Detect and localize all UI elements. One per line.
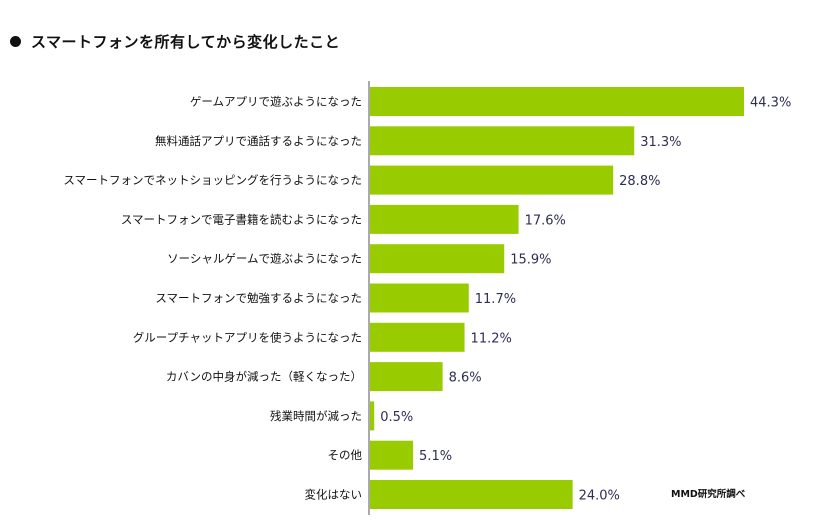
value-label: 8.6% bbox=[449, 371, 482, 386]
bar bbox=[370, 126, 635, 156]
category-label: ソーシャルゲームで遊ぶようになった bbox=[167, 252, 362, 266]
category-label: スマートフォンでネットショッピングを行うようになった bbox=[63, 173, 362, 187]
value-label: 17.6% bbox=[525, 213, 566, 228]
chart-title: スマートフォンを所有してから変化したこと bbox=[10, 30, 340, 52]
category-label: 変化はない bbox=[305, 488, 363, 502]
category-label: 無料通話アプリで通話するようになった bbox=[155, 134, 362, 148]
bar bbox=[370, 204, 519, 234]
value-label: 5.1% bbox=[419, 449, 452, 464]
value-label: 11.2% bbox=[471, 331, 512, 346]
bar bbox=[370, 401, 375, 431]
bar bbox=[370, 244, 505, 274]
value-label: 24.0% bbox=[579, 489, 620, 504]
source-note: MMD研究所調べ bbox=[671, 489, 746, 500]
value-label: 28.8% bbox=[619, 174, 660, 189]
bar bbox=[370, 322, 465, 352]
value-label: 15.9% bbox=[510, 253, 551, 268]
category-label: その他 bbox=[328, 448, 363, 462]
category-label: グループチャットアプリを使うようになった bbox=[133, 330, 362, 344]
value-label: 31.3% bbox=[640, 135, 681, 150]
category-label: カバンの中身が減った（軽くなった） bbox=[166, 370, 362, 384]
bar bbox=[370, 283, 469, 313]
value-label: 44.3% bbox=[750, 96, 791, 111]
category-label: 残業時間が減った bbox=[270, 409, 362, 423]
category-label: スマートフォンで電子書籍を読むようになった bbox=[121, 212, 362, 226]
category-label: スマートフォンで勉強するようになった bbox=[155, 291, 362, 305]
bar bbox=[370, 165, 614, 195]
bar bbox=[370, 87, 744, 116]
bar bbox=[370, 362, 443, 392]
value-label: 0.5% bbox=[380, 410, 413, 425]
value-label: 11.7% bbox=[475, 292, 516, 307]
title-bullet-icon bbox=[10, 35, 21, 47]
category-label: ゲームアプリで遊ぶようになった bbox=[190, 95, 362, 109]
bar bbox=[370, 440, 414, 470]
page-title: スマートフォンを所有してから変化したこと bbox=[31, 32, 341, 51]
bar bbox=[370, 480, 573, 509]
